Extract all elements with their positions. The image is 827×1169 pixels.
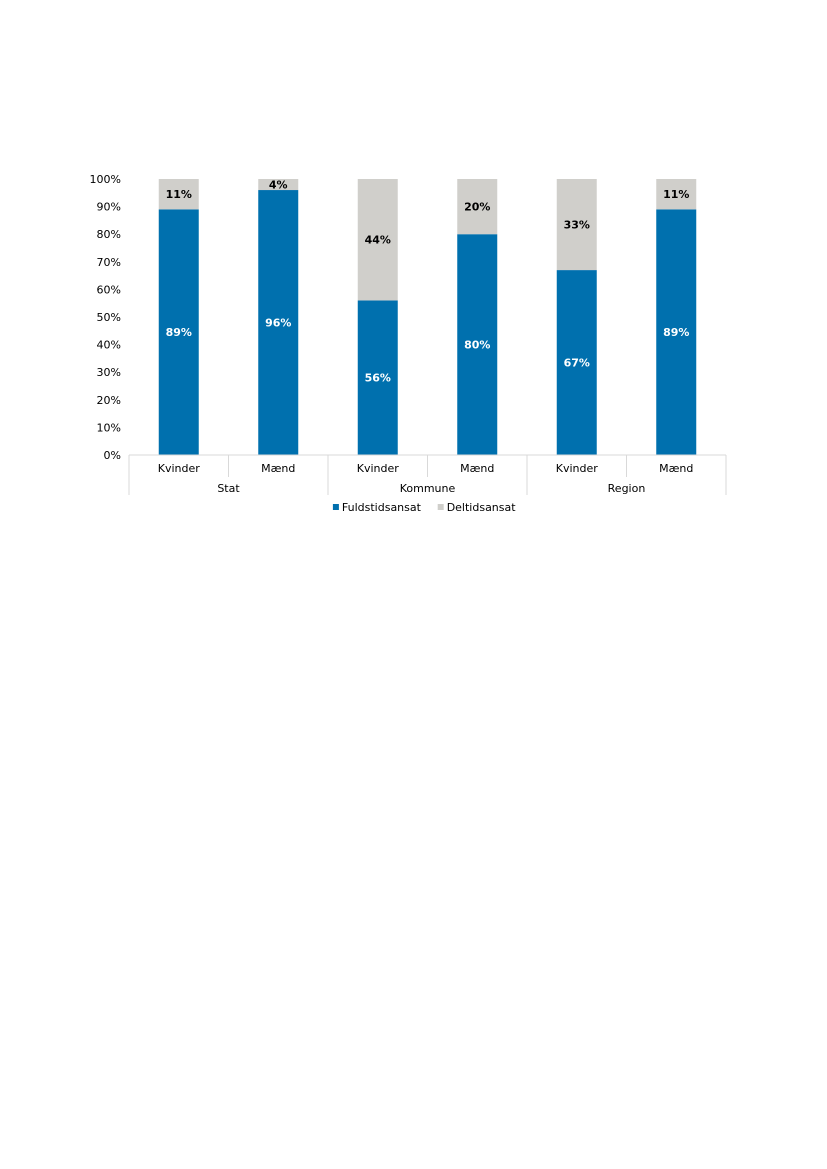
bar-value-label: 96% bbox=[265, 317, 291, 330]
bar-deltid bbox=[556, 179, 597, 271]
y-tick-label: 40% bbox=[97, 339, 121, 352]
bar-value-label: 56% bbox=[365, 372, 391, 385]
bar-value-label: 20% bbox=[464, 201, 490, 214]
x-category-label: Mænd bbox=[659, 462, 693, 475]
legend: Fuldstidsansat Deltidsansat bbox=[332, 501, 517, 514]
y-tick-label: 60% bbox=[97, 283, 121, 296]
y-tick-label: 0% bbox=[104, 449, 121, 462]
x-group-label: Stat bbox=[217, 482, 240, 495]
y-axis: 0% 10% 20% 30% 40% 50% 60% 70% 80% 90% 100% bbox=[90, 173, 121, 462]
bar-value-label: 4% bbox=[269, 179, 288, 192]
legend-swatch bbox=[437, 504, 444, 510]
x-category-label: Kvinder bbox=[357, 462, 400, 475]
bar-fuldtid bbox=[258, 190, 299, 456]
y-tick-label: 90% bbox=[97, 201, 121, 214]
y-tick-label: 70% bbox=[97, 256, 121, 269]
bar-deltid bbox=[457, 179, 498, 235]
bar-deltid bbox=[656, 179, 697, 210]
x-category-label: Kvinder bbox=[158, 462, 201, 475]
bar-value-label: 80% bbox=[464, 339, 490, 352]
x-group-label: Region bbox=[608, 482, 646, 495]
bar-value-label: 33% bbox=[564, 219, 590, 232]
y-tick-label: 80% bbox=[97, 228, 121, 241]
legend-label: Deltidsansat bbox=[447, 501, 517, 514]
y-tick-label: 10% bbox=[97, 421, 121, 434]
bar-fuldtid bbox=[556, 270, 597, 455]
y-tick-label: 100% bbox=[90, 173, 121, 186]
bar-fuldtid bbox=[656, 209, 697, 455]
x-axis: Kvinder Mænd Kvinder Mænd Kvinder Mænd Stat Kom… bbox=[128, 454, 727, 495]
x-group-label: Kommune bbox=[400, 482, 456, 495]
bar-value-label: 11% bbox=[663, 188, 689, 201]
y-tick-label: 30% bbox=[97, 366, 121, 379]
bar-deltid bbox=[357, 179, 398, 301]
y-tick-label: 20% bbox=[97, 394, 121, 407]
bar-value-label: 89% bbox=[166, 326, 192, 339]
bar-deltid bbox=[258, 179, 299, 191]
bar-fuldtid bbox=[357, 300, 398, 455]
y-tick-label: 50% bbox=[97, 311, 121, 324]
bar-value-label: 11% bbox=[166, 188, 192, 201]
bar-fuldtid bbox=[457, 234, 498, 455]
bar-value-label: 89% bbox=[663, 326, 689, 339]
legend-label: Fuldstidsansat bbox=[342, 501, 422, 514]
x-category-label: Kvinder bbox=[556, 462, 599, 475]
bar-value-label: 67% bbox=[564, 357, 590, 370]
bar-fuldtid bbox=[158, 209, 199, 455]
x-category-label: Mænd bbox=[460, 462, 494, 475]
bar-deltid bbox=[158, 179, 199, 210]
bars: 89% 11% 96% 4% 56% 44% 80% 20% 67% 33% 89% 11% bbox=[158, 179, 697, 456]
bar-value-label: 44% bbox=[365, 234, 391, 247]
x-category-label: Mænd bbox=[261, 462, 295, 475]
legend-swatch bbox=[332, 504, 339, 510]
